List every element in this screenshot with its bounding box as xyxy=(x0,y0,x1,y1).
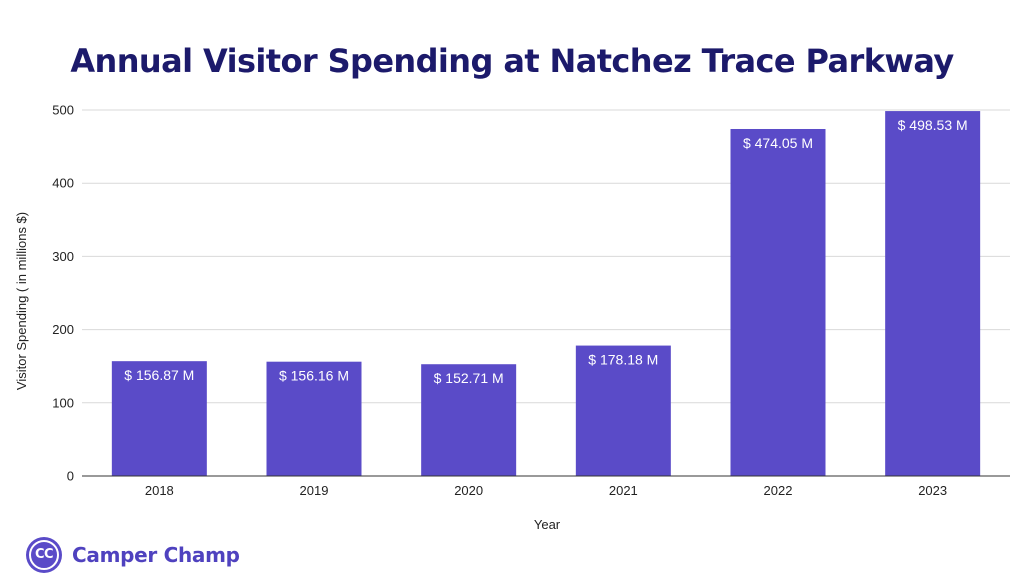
y-tick-label: 500 xyxy=(52,103,74,118)
data-label-2021: $ 178.18 M xyxy=(588,352,658,368)
gridlines xyxy=(82,109,1010,404)
bar-2018 xyxy=(111,361,207,476)
bar-2022 xyxy=(730,128,826,476)
bar-2023 xyxy=(885,111,981,476)
x-tick-label: 2018 xyxy=(145,483,174,498)
data-label-2022: $ 474.05 M xyxy=(743,135,813,151)
bars: $ 156.87 M $ 156.16 M $ 152.71 M $ 178.18 M… xyxy=(111,111,981,476)
brand-footer: CC Camper Champ xyxy=(26,536,240,574)
y-axis-ticks: 0 100 200 300 400 500 xyxy=(52,103,74,484)
chart-title: Annual Visitor Spending at Natchez Trace… xyxy=(70,42,954,80)
data-label-2020: $ 152.71 M xyxy=(434,370,504,386)
data-label-2018: $ 156.87 M xyxy=(124,367,194,383)
y-tick-label: 300 xyxy=(52,249,74,264)
x-tick-label: 2020 xyxy=(454,483,483,498)
camper-champ-logo-icon: CC xyxy=(26,537,62,573)
y-tick-label: 400 xyxy=(52,176,74,191)
bar-2019 xyxy=(266,361,362,476)
brand-name: Camper Champ xyxy=(72,543,240,567)
logo-monogram: CC xyxy=(34,547,54,562)
y-tick-label: 100 xyxy=(52,395,74,410)
x-tick-label: 2019 xyxy=(300,483,329,498)
x-axis-title: Year xyxy=(534,517,561,532)
x-tick-label: 2023 xyxy=(918,483,947,498)
bar-2021 xyxy=(575,345,671,476)
y-axis-title: Visitor Spending ( in millions $) xyxy=(14,212,29,390)
x-axis-ticks: 2018 2019 2020 2021 2022 2023 xyxy=(145,483,947,498)
x-tick-label: 2022 xyxy=(764,483,793,498)
bar-2020 xyxy=(421,364,517,476)
data-label-2019: $ 156.16 M xyxy=(279,368,349,384)
y-tick-label: 200 xyxy=(52,322,74,337)
data-label-2023: $ 498.53 M xyxy=(898,117,968,133)
y-tick-label: 0 xyxy=(67,469,74,484)
x-tick-label: 2021 xyxy=(609,483,638,498)
